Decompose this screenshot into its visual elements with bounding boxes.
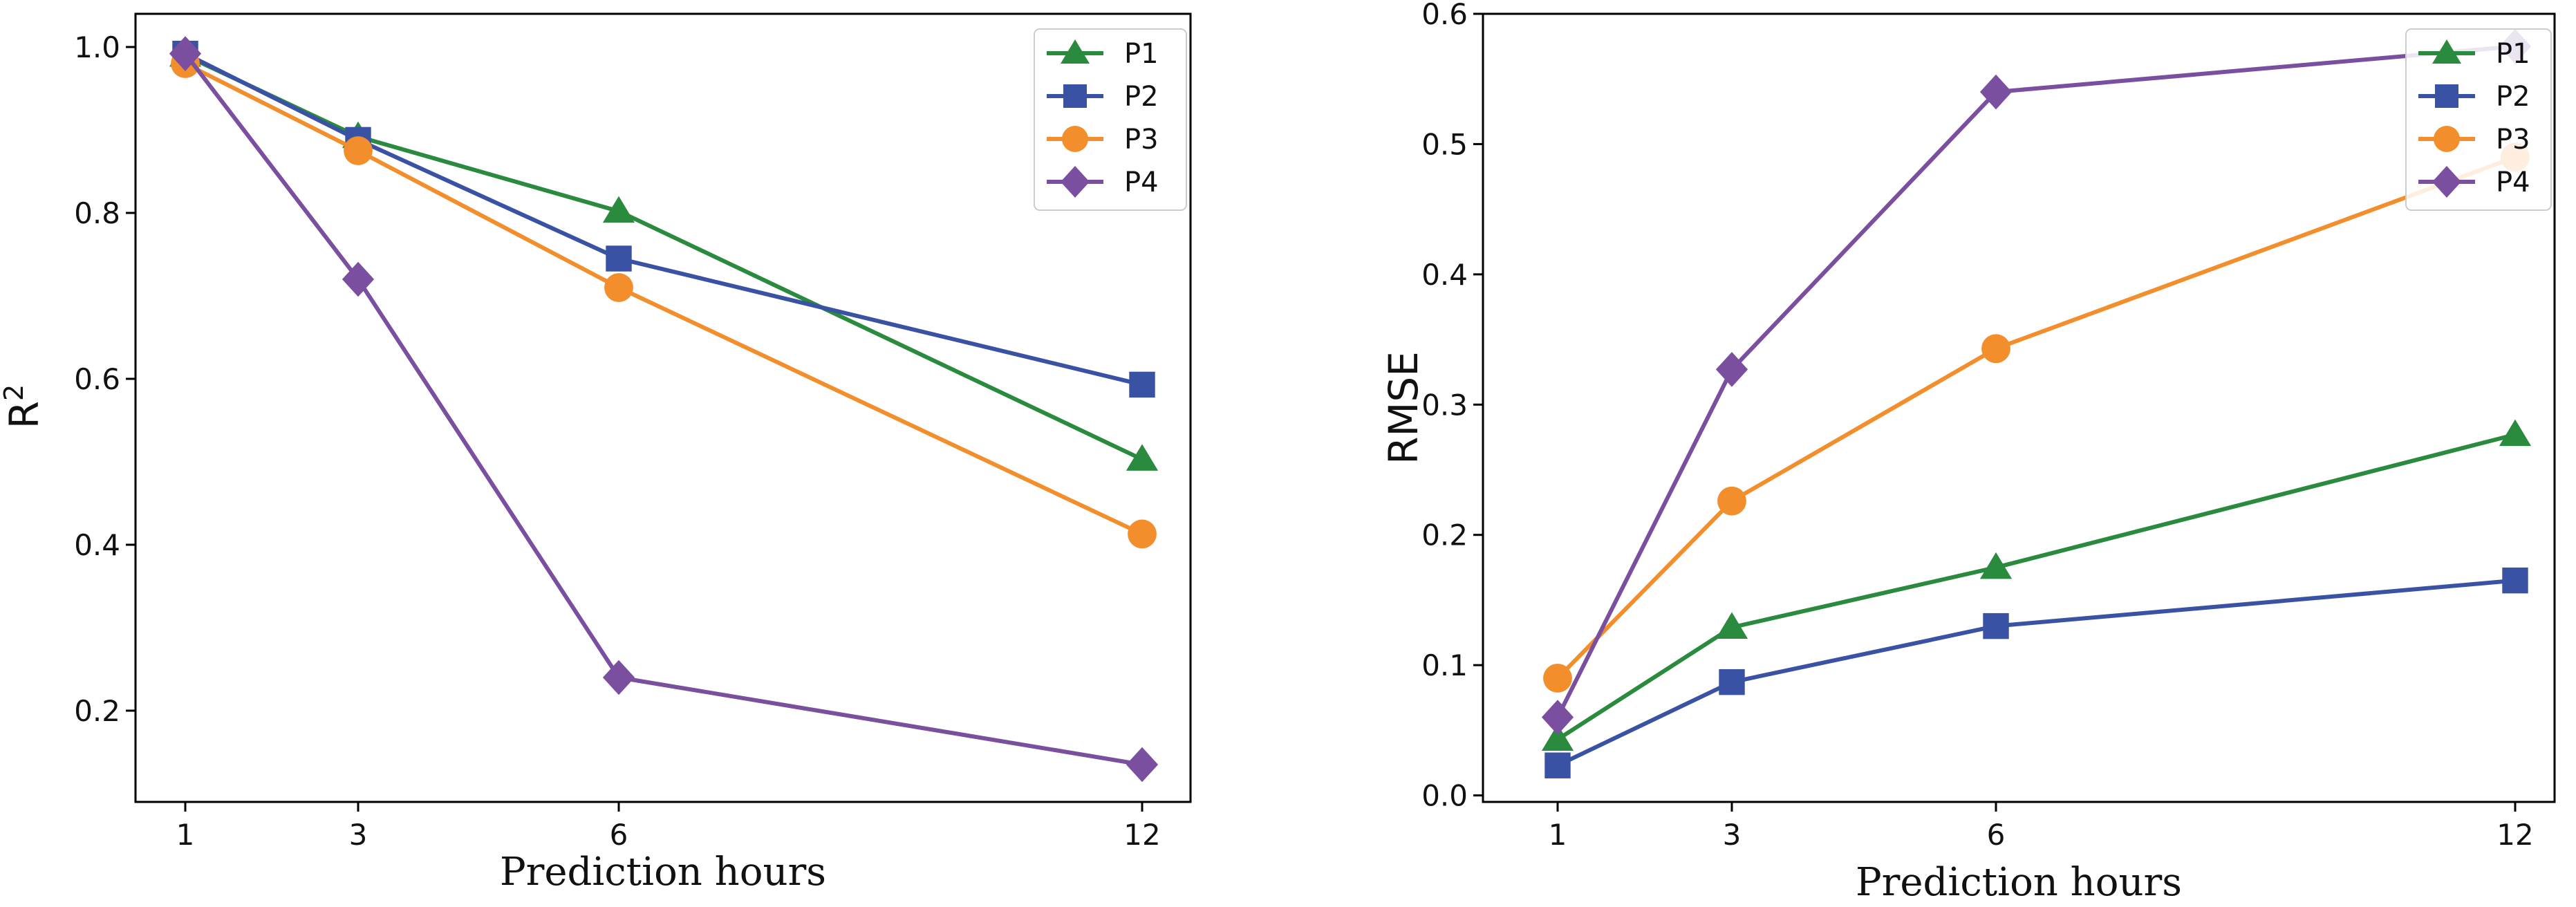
y-tick-label: 0.5 (1421, 127, 1468, 161)
legend-item-P3: P3 (2418, 124, 2530, 156)
y-tick-label: 0.6 (74, 362, 120, 396)
legend-marker (1063, 84, 1087, 108)
y-tick-label: 0.1 (1421, 648, 1468, 682)
series-line-P3 (1556, 155, 2517, 680)
data-point-P1 (1979, 552, 2013, 579)
legend-item-P4: P4 (2418, 166, 2530, 198)
data-point-P3 (1128, 519, 1157, 549)
plot-frame (1482, 12, 2556, 803)
data-point-P1 (1126, 444, 1159, 471)
legend-item-P2: P2 (1047, 81, 1159, 113)
data-point-P2 (2502, 567, 2528, 594)
legend-label: P4 (1124, 167, 1159, 198)
legend-marker (1061, 39, 1090, 64)
x-tick-label: 3 (1723, 818, 1742, 852)
legend-label: P3 (1124, 124, 1159, 156)
data-point-P4 (342, 261, 375, 297)
x-tick-label: 12 (2496, 818, 2533, 852)
data-point-P1 (2499, 419, 2532, 447)
series-P1 (1541, 419, 2532, 751)
data-point-P2 (1719, 668, 1745, 695)
series-P4 (169, 36, 1159, 783)
data-point-P1 (1541, 724, 1574, 751)
data-point-P4 (1715, 352, 1748, 387)
legend-marker (2435, 84, 2458, 108)
chart-1: 0.2 0.4 0.6 0.8 1.0 1 3 6 12 Prediction hours R2 P1… (0, 12, 1192, 895)
data-point-P4 (1541, 700, 1574, 735)
legend-marker (2434, 126, 2460, 152)
series-line-P2 (184, 51, 1143, 387)
legend-marker (1061, 166, 1090, 198)
x-tick-label: 6 (610, 818, 628, 852)
legend: P1 P2 P3 P4 (1034, 28, 1187, 211)
legend-item-P2: P2 (2418, 81, 2530, 113)
series-line-P1 (184, 53, 1144, 462)
data-point-P2 (606, 245, 632, 272)
y-tick-label: 0.2 (1421, 518, 1468, 552)
legend: P1 P2 P3 P4 (2405, 28, 2552, 211)
chart-2: 0.0 0.1 0.2 0.3 0.4 0.5 0.6 1 3 6 12 Prediction hou… (1380, 0, 2556, 905)
legend-label: P4 (2496, 167, 2530, 198)
x-tick-label: 6 (1987, 818, 2006, 852)
legend-label: P1 (1124, 38, 1159, 70)
y-tick-label: 1.0 (74, 30, 120, 64)
y-tick-label: 0.8 (74, 196, 120, 230)
y-tick-label: 0.4 (1421, 258, 1468, 292)
series-line-P3 (184, 62, 1144, 536)
series-P3 (1543, 142, 2530, 693)
legend-item-P1: P1 (1047, 38, 1159, 70)
legend-marker (2432, 39, 2461, 64)
legend-label: P3 (2496, 124, 2530, 156)
y-axis-label: RMSE (1380, 351, 1427, 465)
y-tick-label: 0.3 (1421, 388, 1468, 422)
y-tick-label: 0.6 (1421, 0, 1468, 31)
series-line-P1 (1556, 432, 2516, 742)
data-point-P1 (1715, 612, 1748, 639)
legend-marker (2432, 166, 2461, 198)
legend-label: P2 (2496, 81, 2530, 113)
x-tick-label: 1 (1549, 818, 1567, 852)
legend-item-P1: P1 (2418, 38, 2530, 70)
plot-frame (134, 12, 1192, 803)
data-point-P4 (602, 660, 635, 695)
data-point-P3 (1543, 664, 1572, 693)
data-point-P3 (1717, 486, 1746, 516)
series-P2 (172, 40, 1155, 398)
series-P3 (171, 49, 1157, 549)
legend-item-P3: P3 (1047, 124, 1159, 156)
y-tick-label: 0.0 (1421, 779, 1468, 813)
data-point-P1 (602, 196, 635, 223)
data-point-P2 (1129, 371, 1155, 398)
y-tick-label: 0.4 (74, 528, 120, 562)
legend-label: P2 (1124, 81, 1159, 113)
data-point-P4 (169, 36, 202, 71)
legend-item-P4: P4 (1047, 166, 1159, 198)
series-P4 (1541, 28, 2532, 735)
data-point-P2 (1544, 752, 1571, 778)
series-P2 (1544, 567, 2528, 778)
data-point-P2 (1983, 613, 2009, 639)
legend-box (2405, 28, 2552, 211)
series-line-P2 (1556, 578, 2516, 767)
legend-marker (1062, 126, 1088, 152)
x-axis-label: Prediction hours (500, 850, 826, 895)
series-P1 (169, 40, 1159, 471)
legend-label: P1 (2496, 38, 2530, 70)
series-line-P4 (183, 52, 1143, 767)
y-tick-label: 0.2 (74, 694, 120, 728)
x-tick-label: 1 (176, 818, 195, 852)
legend-box (1034, 28, 1187, 211)
x-axis-label: Prediction hours (1856, 860, 2182, 905)
y-axis-label: R2 (0, 384, 48, 429)
x-tick-label: 12 (1123, 818, 1160, 852)
data-point-P3 (1981, 334, 2010, 364)
data-point-P3 (604, 273, 633, 302)
data-point-P4 (1979, 74, 2013, 110)
data-point-P4 (1126, 747, 1159, 783)
x-tick-label: 3 (349, 818, 368, 852)
series-line-P4 (1556, 44, 2516, 718)
data-point-P3 (344, 136, 373, 165)
